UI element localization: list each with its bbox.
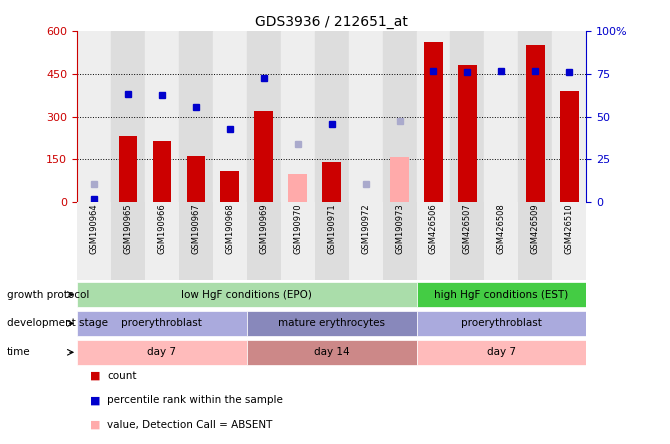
Bar <box>220 170 239 202</box>
Text: mature erythrocytes: mature erythrocytes <box>278 318 385 329</box>
Text: proerythroblast: proerythroblast <box>121 318 202 329</box>
Text: day 14: day 14 <box>314 347 350 357</box>
Text: development stage: development stage <box>7 318 108 329</box>
Bar <box>322 162 341 202</box>
Bar <box>213 202 247 280</box>
Text: ■: ■ <box>90 420 101 430</box>
Text: value, Detection Call = ABSENT: value, Detection Call = ABSENT <box>107 420 273 430</box>
Text: GSM190964: GSM190964 <box>90 203 98 254</box>
Text: low HgF conditions (EPO): low HgF conditions (EPO) <box>182 289 312 300</box>
Text: ■: ■ <box>90 395 101 405</box>
Text: GSM426510: GSM426510 <box>565 203 574 254</box>
Bar <box>111 202 145 280</box>
Bar <box>77 340 247 365</box>
Bar <box>484 202 519 280</box>
Bar <box>77 282 417 307</box>
Bar <box>288 174 307 202</box>
Bar <box>315 31 348 202</box>
Bar <box>519 31 552 202</box>
Text: GSM190969: GSM190969 <box>259 203 268 254</box>
Bar <box>552 202 586 280</box>
Bar <box>417 202 450 280</box>
Bar <box>560 91 579 202</box>
Bar <box>519 202 552 280</box>
Text: high HgF conditions (EST): high HgF conditions (EST) <box>434 289 569 300</box>
Bar <box>552 31 586 202</box>
Bar <box>145 202 179 280</box>
Text: day 7: day 7 <box>487 347 516 357</box>
Bar <box>450 31 484 202</box>
Bar <box>179 202 213 280</box>
Text: GSM426508: GSM426508 <box>497 203 506 254</box>
Bar <box>417 311 586 336</box>
Text: GSM190966: GSM190966 <box>157 203 166 254</box>
Bar <box>315 202 348 280</box>
Bar <box>247 340 417 365</box>
Text: GSM190968: GSM190968 <box>225 203 234 254</box>
Bar <box>417 340 586 365</box>
Bar <box>383 202 417 280</box>
Bar <box>77 31 111 202</box>
Text: GSM190970: GSM190970 <box>293 203 302 254</box>
Text: GSM190965: GSM190965 <box>123 203 133 254</box>
Text: time: time <box>7 347 30 357</box>
Bar <box>77 311 247 336</box>
Bar <box>417 31 450 202</box>
Bar <box>484 31 519 202</box>
Bar <box>255 111 273 202</box>
Bar <box>348 31 383 202</box>
Bar <box>390 157 409 202</box>
Text: GSM426506: GSM426506 <box>429 203 438 254</box>
Text: day 7: day 7 <box>147 347 176 357</box>
Text: proerythroblast: proerythroblast <box>461 318 542 329</box>
Bar <box>145 31 179 202</box>
Bar <box>281 31 315 202</box>
Text: GSM190971: GSM190971 <box>327 203 336 254</box>
Bar <box>77 202 111 280</box>
Title: GDS3936 / 212651_at: GDS3936 / 212651_at <box>255 15 408 29</box>
Text: ■: ■ <box>90 371 101 381</box>
Bar <box>119 136 137 202</box>
Bar <box>111 31 145 202</box>
Text: GSM426509: GSM426509 <box>531 203 540 254</box>
Bar <box>247 31 281 202</box>
Bar <box>153 141 172 202</box>
Text: growth protocol: growth protocol <box>7 289 89 300</box>
Text: GSM190973: GSM190973 <box>395 203 404 254</box>
Text: count: count <box>107 371 137 381</box>
Bar <box>281 202 315 280</box>
Bar <box>458 65 477 202</box>
Text: GSM426507: GSM426507 <box>463 203 472 254</box>
Text: GSM190972: GSM190972 <box>361 203 370 254</box>
Bar <box>424 43 443 202</box>
Text: percentile rank within the sample: percentile rank within the sample <box>107 395 283 405</box>
Bar <box>247 311 417 336</box>
Bar <box>213 31 247 202</box>
Bar <box>450 202 484 280</box>
Bar <box>247 202 281 280</box>
Bar <box>186 156 205 202</box>
Bar <box>348 202 383 280</box>
Bar <box>179 31 213 202</box>
Bar <box>526 45 545 202</box>
Text: GSM190967: GSM190967 <box>192 203 200 254</box>
Bar <box>417 282 586 307</box>
Bar <box>383 31 417 202</box>
